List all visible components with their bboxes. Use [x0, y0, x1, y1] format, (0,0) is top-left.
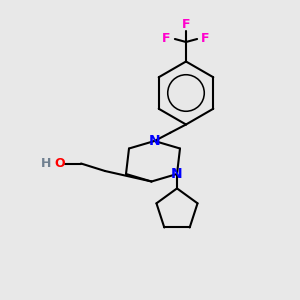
- Text: H: H: [41, 157, 52, 170]
- Text: F: F: [201, 32, 210, 46]
- Text: N: N: [149, 134, 160, 148]
- Text: N: N: [171, 167, 183, 181]
- Text: F: F: [182, 17, 190, 31]
- Text: O: O: [55, 157, 65, 170]
- Text: F: F: [162, 32, 171, 46]
